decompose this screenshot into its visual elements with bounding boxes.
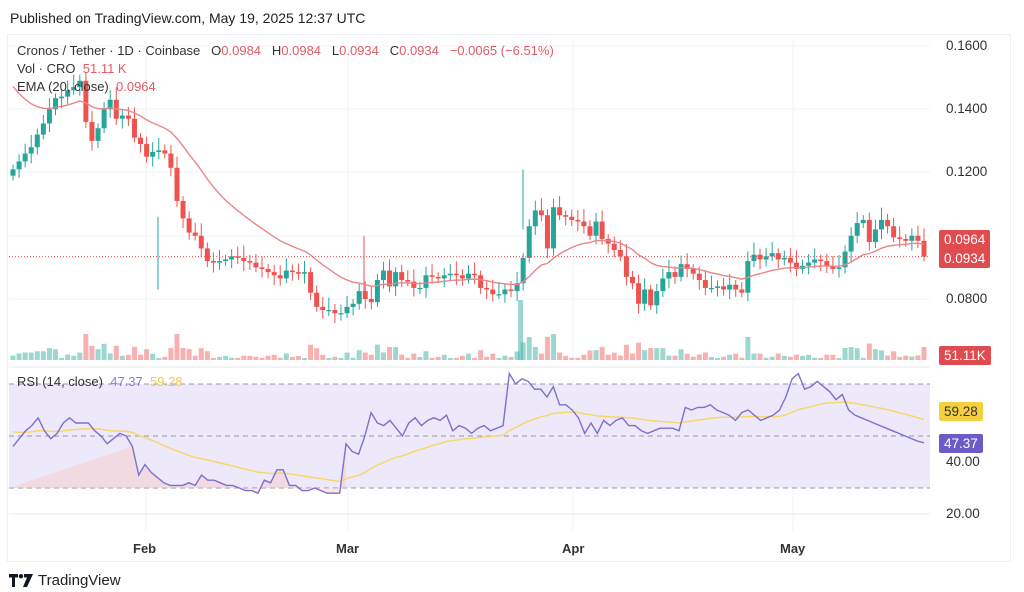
rsi-legend: RSI (14, close) 47.37 59.28	[17, 374, 183, 389]
time-tick-may: May	[780, 541, 806, 556]
published-caption: Published on TradingView.com, May 19, 20…	[10, 10, 366, 26]
time-tick-apr: Apr	[562, 541, 585, 556]
rsi-ma-value: 59.28	[150, 374, 183, 389]
ema-value: 0.0964	[116, 79, 156, 94]
ema-legend: EMA (20, close) 0.0964	[17, 79, 156, 94]
symbol-name: Cronos / Tether · 1D · Coinbase	[17, 43, 201, 58]
tradingview-logo-icon	[9, 574, 33, 587]
price-tick: 0.1400	[946, 101, 988, 116]
time-tick-feb: Feb	[133, 541, 157, 556]
logo-text: TradingView	[38, 572, 121, 589]
low-value: 0.0934	[339, 43, 379, 58]
close-value: 0.0934	[399, 43, 439, 58]
rsi-value: 47.37	[110, 374, 143, 389]
time-tick-mar: Mar	[336, 541, 360, 556]
rsi-tick: 20.00	[946, 506, 980, 521]
open-value: 0.0984	[221, 43, 262, 58]
volume-value: 51.11 K	[82, 61, 127, 76]
rsi-tick: 40.00	[946, 454, 980, 469]
price-tick: 0.0800	[946, 291, 988, 306]
chart-frame	[7, 34, 1011, 562]
rsi-ma-tag: 59.28	[939, 402, 983, 421]
change-value: −0.0065 (−6.51%)	[449, 43, 554, 58]
tradingview-logo[interactable]: TradingView	[9, 572, 121, 589]
volume-legend: Vol · CRO 51.11 K	[17, 61, 127, 76]
high-value: 0.0984	[281, 43, 322, 58]
ema-price-tag: 0.0964	[939, 230, 991, 249]
volume-tag: 51.11K	[939, 346, 991, 365]
symbol-legend: Cronos / Tether · 1D · Coinbase O0.0984 …	[17, 43, 554, 58]
close-price-tag: 0.0934	[939, 249, 991, 268]
rsi-tag: 47.37	[939, 434, 983, 453]
price-tick: 0.1600	[946, 38, 988, 53]
price-tick: 0.1200	[946, 164, 988, 179]
